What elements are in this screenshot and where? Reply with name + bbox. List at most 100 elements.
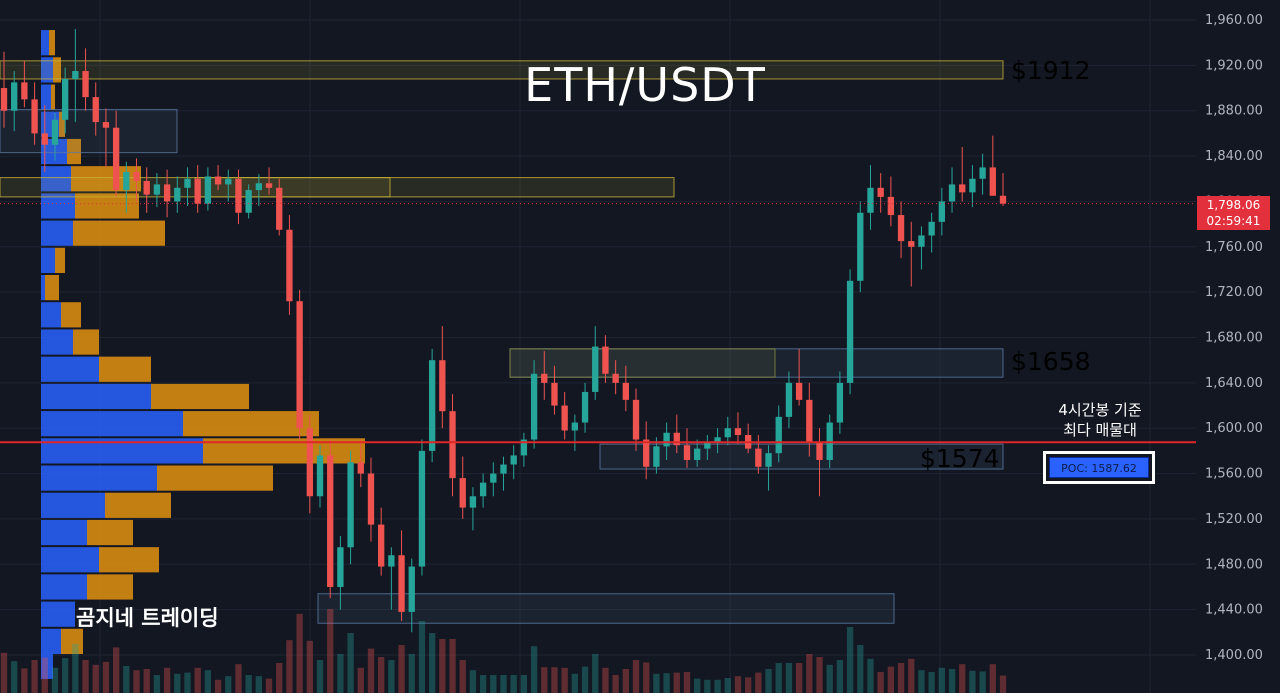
volume-bar: [785, 663, 793, 693]
volume-bar: [21, 668, 28, 693]
volume-bar: [82, 660, 89, 693]
volume-bar: [51, 667, 59, 693]
candle-body: [235, 178, 242, 213]
candle-body: [857, 212, 864, 281]
candle-body: [765, 453, 772, 467]
volume-bar: [255, 676, 263, 693]
volume-profile-buy-bar: [41, 84, 51, 110]
candle-body: [785, 382, 793, 417]
candle-body: [673, 432, 680, 446]
volume-bar: [235, 664, 242, 693]
candle-body: [11, 82, 18, 111]
volume-bar: [765, 669, 772, 693]
volume-bar: [795, 663, 803, 693]
volume-bar: [62, 658, 69, 693]
volume-bar: [663, 673, 670, 693]
candle-body: [174, 187, 181, 202]
volume-profile-buy-bar: [41, 356, 99, 382]
candle-body: [500, 464, 507, 474]
candle-body: [204, 176, 212, 204]
candle-body: [184, 178, 191, 188]
volume-bar: [459, 660, 466, 693]
volume-bar: [174, 673, 181, 693]
volume-bars: [0, 609, 1007, 693]
candle-body: [581, 391, 589, 423]
volume-profile-buy-bar: [41, 220, 73, 246]
price-tick-label: 1,680.00: [1205, 331, 1263, 346]
price-tick-label: 1,720.00: [1205, 285, 1263, 300]
volume-bar: [11, 661, 18, 693]
candle-body: [286, 229, 293, 302]
watermark: 곰지네 트레이딩: [76, 606, 219, 630]
candle-body: [102, 122, 110, 128]
candle-body: [959, 184, 966, 193]
volume-bar: [806, 654, 813, 693]
volume-bar: [948, 669, 956, 693]
volume-bar: [541, 667, 548, 693]
volume-profile-sell-bar: [45, 275, 59, 301]
volume-bar: [816, 657, 823, 693]
volume-bar: [408, 654, 415, 693]
volume-bar: [999, 675, 1007, 693]
last-price-countdown: 02:59:41: [1206, 214, 1261, 228]
volume-bar: [449, 639, 456, 693]
candle-body: [418, 450, 426, 567]
volume-profile-buy-bar: [41, 601, 75, 627]
candle-body: [683, 445, 691, 460]
volume-profile-sell-bar: [151, 383, 249, 410]
candle-body: [795, 382, 803, 400]
volume-bar: [734, 676, 742, 693]
price-tick-label: 1,880.00: [1205, 104, 1263, 119]
volume-bar: [123, 666, 130, 693]
poc-label-box: POC: 1587.62: [1043, 451, 1155, 484]
volume-bar: [846, 627, 854, 693]
volume-bar: [469, 670, 477, 693]
candle-body: [704, 441, 711, 449]
candle-body: [143, 181, 150, 195]
volume-bar: [286, 640, 293, 693]
candle-body: [734, 428, 742, 436]
volume-bar: [602, 667, 609, 693]
volume-bar: [928, 672, 935, 693]
candle-body: [133, 171, 140, 182]
volume-bar: [561, 667, 568, 693]
volume-bar: [979, 671, 986, 693]
price-tick-label: 1,480.00: [1205, 557, 1263, 572]
candle-body: [510, 455, 517, 465]
candle-body: [724, 428, 731, 438]
volume-profile-buy-bar: [41, 547, 99, 573]
candle-body: [51, 119, 59, 145]
candle-body: [622, 382, 629, 400]
candle-body: [123, 171, 130, 191]
candle-body: [163, 184, 171, 202]
volume-bar: [938, 667, 945, 693]
candle-body: [928, 221, 935, 236]
volume-profile-sell-bar: [67, 138, 81, 165]
candle-body: [469, 496, 477, 508]
candle-body: [31, 99, 38, 134]
volume-bar: [877, 672, 884, 693]
candle-body: [92, 97, 99, 123]
volume-bar: [908, 658, 915, 693]
candle-body: [398, 555, 405, 612]
candle-body: [316, 455, 324, 497]
volume-bar: [592, 654, 599, 693]
candle-body: [439, 360, 446, 412]
volume-profile-buy-bar: [41, 383, 151, 410]
volume-bar: [204, 670, 212, 693]
volume-bar: [581, 666, 589, 693]
candle-body: [806, 399, 813, 442]
volume-bar: [510, 675, 517, 693]
candle-body: [775, 416, 782, 454]
price-zone: [0, 109, 178, 154]
volume-profile-buy-bar: [41, 193, 75, 219]
candle-body: [867, 187, 874, 213]
candle-body: [948, 184, 956, 202]
volume-bar: [439, 639, 446, 693]
volume-bar: [184, 672, 191, 693]
volume-bar: [744, 677, 752, 693]
candle-body: [378, 524, 385, 567]
volume-bar: [959, 664, 966, 693]
volume-bar: [367, 648, 375, 693]
